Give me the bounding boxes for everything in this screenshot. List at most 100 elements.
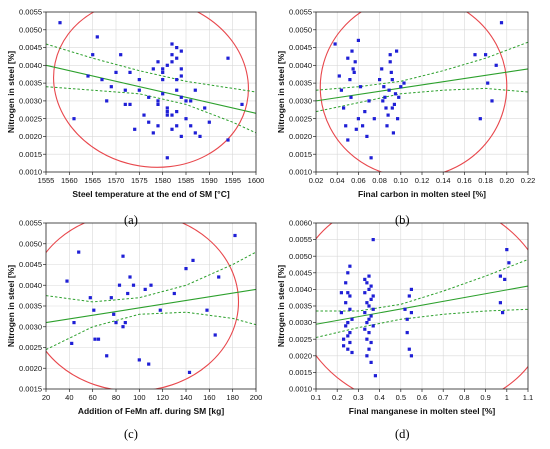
data-point — [70, 341, 74, 345]
data-point — [143, 287, 147, 291]
data-point — [105, 99, 109, 103]
x-tick-label: 0.3 — [353, 393, 363, 402]
data-point — [503, 277, 507, 281]
x-tick-label: 1575 — [131, 176, 148, 185]
data-point — [363, 291, 367, 295]
x-tick-label: 0.12 — [415, 176, 430, 185]
data-point — [397, 95, 401, 99]
data-point — [382, 85, 386, 89]
data-point — [399, 85, 403, 89]
data-point — [498, 274, 502, 278]
data-point — [365, 301, 369, 305]
data-point — [77, 250, 81, 254]
data-point — [367, 347, 371, 351]
data-point — [390, 78, 394, 82]
y-tick-label: 0.0030 — [19, 322, 42, 331]
y-tick-label: 0.0020 — [289, 351, 312, 360]
data-point — [402, 81, 406, 85]
data-point — [369, 284, 373, 288]
data-point — [100, 78, 104, 82]
data-point — [344, 124, 348, 128]
y-tick-label: 0.0015 — [19, 150, 42, 159]
data-point — [367, 317, 371, 321]
plot-content-d — [316, 223, 528, 389]
y-tick-label: 0.0045 — [19, 260, 42, 269]
data-point — [356, 117, 360, 121]
x-tick-label: 1580 — [154, 176, 171, 185]
data-point — [119, 53, 123, 57]
data-point — [72, 321, 76, 325]
data-point — [123, 321, 127, 325]
data-point — [486, 81, 490, 85]
data-point — [156, 60, 160, 64]
data-point — [114, 321, 118, 325]
data-point — [346, 347, 350, 351]
data-point — [344, 281, 348, 285]
data-point — [170, 127, 174, 131]
data-point — [128, 70, 132, 74]
data-point — [161, 78, 165, 82]
data-point — [409, 287, 413, 291]
data-point — [498, 301, 502, 305]
data-point — [156, 99, 160, 103]
y-tick-label: 0.0030 — [289, 318, 312, 327]
data-point — [170, 42, 174, 46]
data-point — [350, 350, 354, 355]
data-point — [369, 314, 373, 318]
confidence-band-upper-b — [316, 41, 528, 91]
data-point — [179, 134, 183, 138]
data-point — [393, 92, 398, 96]
data-point — [93, 337, 97, 341]
y-tick-label: 0.0045 — [289, 268, 312, 277]
data-point — [117, 283, 122, 287]
data-point — [165, 106, 169, 110]
y-tick-label: 0.0035 — [289, 79, 312, 88]
data-point — [88, 296, 92, 300]
x-axis-title-d: Final manganese in molten steel [%] — [349, 406, 496, 416]
y-tick-label: 0.0045 — [289, 43, 312, 52]
plot-content-c — [46, 223, 256, 389]
data-point — [371, 238, 375, 242]
data-point — [193, 131, 197, 135]
y-tick-label: 0.0060 — [289, 219, 312, 228]
data-point — [346, 138, 350, 142]
x-tick-label: 200 — [250, 393, 263, 402]
data-point — [369, 360, 373, 364]
y-axis-title-a: Nitrogen in steel [%] — [6, 51, 16, 133]
confidence-ellipse-b — [319, 12, 508, 172]
data-point — [133, 127, 137, 131]
data-point — [349, 95, 353, 99]
data-point — [131, 283, 136, 287]
data-point — [367, 304, 371, 308]
data-point — [388, 60, 392, 64]
plot-frame-a — [45, 11, 257, 173]
x-tick-label: 1.1 — [523, 393, 533, 402]
x-tick-label: 0.16 — [457, 176, 472, 185]
data-point — [388, 53, 392, 57]
data-point — [384, 106, 388, 110]
panel-d: 0.1 0.2 0.3 0.4 0.5 0.6 0.7 0.8 0.9 1 1.1 0.0010 0.0… — [276, 219, 533, 416]
y-tick-label: 0.0025 — [289, 335, 312, 344]
data-point — [112, 312, 116, 316]
data-point — [191, 258, 195, 262]
y-tick-label: 0.0055 — [289, 235, 312, 244]
x-tick-label: 0.02 — [309, 176, 324, 185]
data-point — [381, 99, 385, 103]
data-point — [473, 53, 477, 57]
data-point — [198, 134, 202, 138]
y-axis-title-b: Nitrogen in steel [%] — [276, 51, 286, 133]
x-axis-title-a: Steel temperature at the end of SM [°C] — [72, 189, 230, 199]
data-point — [367, 287, 371, 291]
y-tick-label: 0.0055 — [19, 219, 42, 228]
data-point — [396, 117, 400, 121]
confidence-band-lower-a — [46, 86, 256, 134]
data-point — [392, 102, 396, 106]
confidence-band-upper-c — [46, 251, 256, 303]
data-point — [151, 67, 155, 71]
data-point — [92, 308, 96, 312]
data-point — [240, 102, 244, 106]
data-point — [346, 56, 350, 60]
data-point — [96, 337, 101, 341]
data-point — [179, 74, 183, 78]
